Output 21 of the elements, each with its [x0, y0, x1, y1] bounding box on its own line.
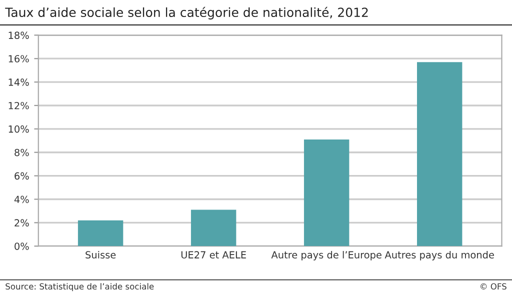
bar	[78, 220, 124, 246]
x-tick-label: Suisse	[86, 250, 116, 259]
bar	[190, 210, 236, 246]
y-tick-label: 18%	[8, 32, 29, 39]
y-tick-label: 12%	[8, 102, 29, 110]
x-tick-label: Autres pays du monde	[384, 250, 494, 260]
bar	[417, 62, 462, 246]
y-tick-label: 6%	[14, 172, 29, 180]
text: © OFS	[480, 283, 506, 290]
source-note: Source: Statistique de l’aide sociale	[6, 283, 154, 292]
x-tick-label: Autre pays de l’Europe	[271, 250, 382, 260]
y-tick-label: 2%	[14, 219, 29, 227]
x-tick-label: UE27 et AELE	[181, 251, 246, 259]
bar	[304, 139, 350, 246]
y-tick-label: 14%	[8, 78, 29, 86]
y-tick-label: 8%	[14, 148, 29, 156]
y-tick-label: 16%	[8, 55, 29, 62]
y-tick-label: 0%	[14, 242, 29, 250]
chart-title: Taux d’aide sociale selon la catégorie de nationalité, 2012	[5, 6, 368, 20]
y-tick-label: 10%	[8, 125, 29, 133]
y-tick-label: 4%	[14, 196, 29, 204]
